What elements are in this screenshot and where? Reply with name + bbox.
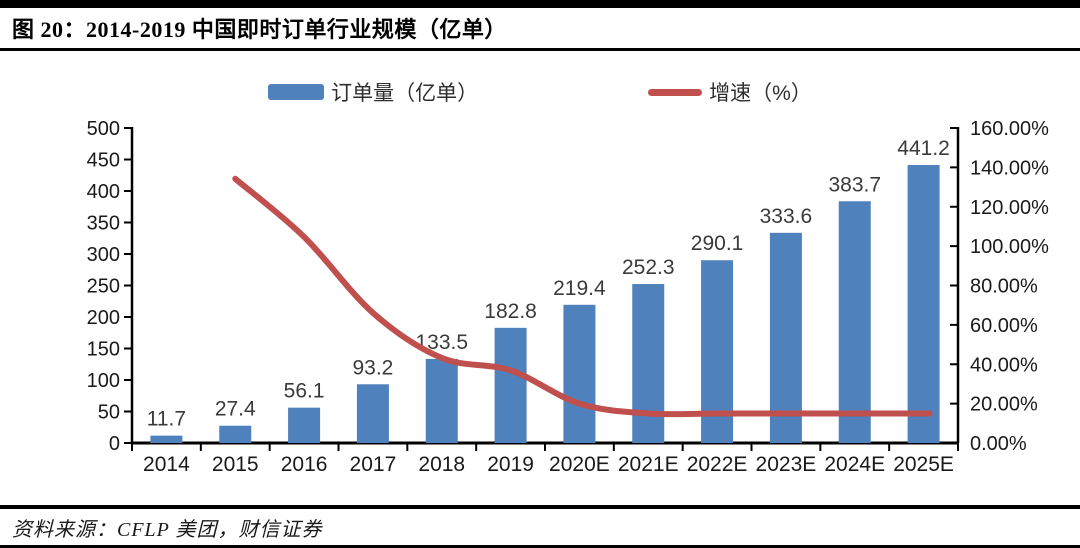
bar-value-label: 219.4 (553, 277, 606, 300)
figure-title: 图 20：2014-2019 中国即时订单行业规模（亿单） (12, 17, 507, 42)
growth-line (232, 175, 933, 418)
bar (356, 384, 389, 443)
left-axis-tick-label: 450 (87, 150, 120, 172)
chart-area: 订单量（亿单） 增速（%） 0 50 100 150 200 250 300 350 400 45… (0, 51, 1080, 505)
chart-legend: 订单量（亿单） 增速（%） (0, 77, 1080, 107)
source-note: 资料来源：CFLP 美团，财信证券 (12, 518, 323, 541)
chart-bottom-divider (0, 505, 1080, 509)
bar (150, 435, 183, 443)
bar-value-label: 93.2 (352, 356, 393, 379)
bar-swatch-icon (268, 84, 325, 100)
right-axis-tick-label: 100.00% (970, 236, 1049, 258)
right-axis-tick-label: 20.00% (970, 394, 1038, 416)
bar-value-label: 333.6 (760, 205, 813, 228)
x-axis-label: 2016 (281, 453, 328, 476)
right-axis-tick-label: 120.00% (970, 197, 1049, 219)
x-axis-label: 2021E (618, 453, 679, 476)
x-axis-label: 2015 (212, 453, 259, 476)
bar-value-label: 441.2 (897, 137, 950, 160)
legend-label-growth: 增速（%） (709, 82, 812, 105)
x-axis-label: 2014 (143, 453, 190, 476)
right-axis-tick-label: 80.00% (970, 276, 1038, 298)
left-axis-tick-label: 0 (109, 433, 120, 455)
left-axis-tick-label: 250 (87, 276, 120, 298)
bar (838, 201, 871, 443)
bar-value-label: 56.1 (284, 380, 325, 403)
bar-value-label: 11.7 (147, 408, 186, 431)
x-axis-label: 2022E (687, 453, 748, 476)
legend-label-orders: 订单量（亿单） (331, 82, 479, 105)
x-axis-label: 2018 (418, 453, 465, 476)
bar (494, 327, 527, 443)
bar (769, 232, 802, 443)
bar (288, 407, 321, 443)
left-axis-tick-label: 300 (87, 244, 120, 266)
figure-title-row: 图 20：2014-2019 中国即时订单行业规模（亿单） (0, 8, 1080, 48)
x-axis-label: 2017 (350, 453, 397, 476)
bar-value-label: 133.5 (415, 331, 468, 354)
left-axis-tick-label: 100 (87, 370, 120, 392)
bar (563, 304, 596, 443)
left-axis-tick-label: 150 (87, 339, 120, 361)
bar-value-label: 182.8 (484, 300, 537, 323)
left-axis-tick-label: 50 (98, 402, 120, 424)
combo-chart-svg: 0 50 100 150 200 250 300 350 400 450 500 0.00% 20.00… (87, 118, 1050, 476)
left-axis-tick-label: 350 (87, 213, 120, 235)
left-axis-tick-label: 400 (87, 181, 120, 203)
bar-value-label: 383.7 (828, 173, 881, 196)
right-axis-tick-label: 0.00% (970, 433, 1027, 455)
bar (907, 165, 940, 443)
right-axis-tick-label: 60.00% (970, 315, 1038, 337)
left-axis-tick-label: 200 (87, 307, 120, 329)
bar (425, 358, 458, 443)
title-divider (0, 48, 1080, 51)
bar (219, 425, 252, 443)
x-axis-label: 2024E (824, 453, 885, 476)
bar-value-label: 290.1 (691, 232, 744, 255)
x-axis-label: 2020E (549, 453, 610, 476)
x-axis-label: 2023E (756, 453, 817, 476)
bar-value-label: 252.3 (622, 256, 675, 279)
right-axis-tick-label: 160.00% (970, 118, 1049, 140)
legend-item-orders: 订单量（亿单） (268, 77, 478, 107)
line-swatch-icon (648, 88, 703, 96)
x-axis-label: 2025E (893, 453, 954, 476)
bar-value-label: 27.4 (215, 398, 256, 421)
bar (632, 284, 665, 443)
top-border (0, 0, 1080, 8)
bottom-border (0, 545, 1080, 548)
legend-item-growth: 增速（%） (648, 77, 812, 107)
left-axis-tick-label: 500 (87, 118, 120, 140)
source-row: 资料来源：CFLP 美团，财信证券 (0, 509, 1080, 545)
x-axis-label: 2019 (487, 453, 534, 476)
right-axis-tick-label: 40.00% (970, 354, 1038, 376)
right-axis-tick-label: 140.00% (970, 157, 1049, 179)
